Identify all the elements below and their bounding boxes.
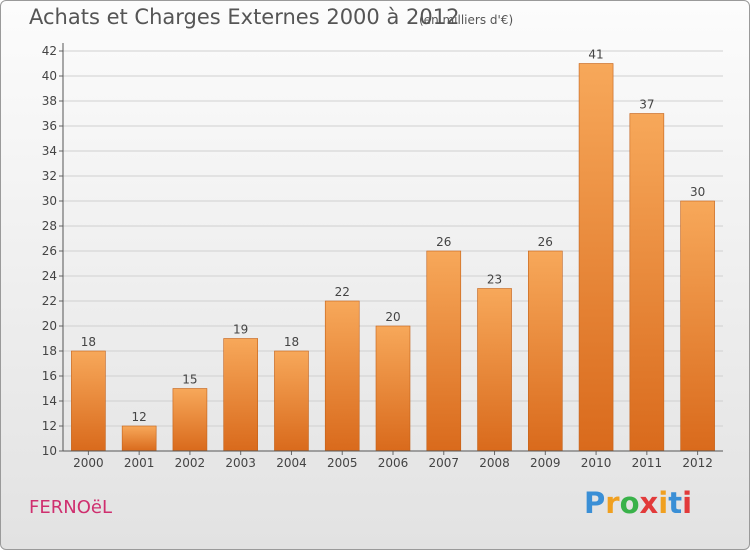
y-tick-label: 16 xyxy=(42,369,57,383)
logo-letter: o xyxy=(619,486,640,520)
data-label: 18 xyxy=(284,335,299,349)
x-tick-label: 2001 xyxy=(124,456,155,470)
y-tick-label: 12 xyxy=(42,419,57,433)
logo-letter: P xyxy=(584,486,606,520)
logo-letter: r xyxy=(605,486,620,520)
data-label: 18 xyxy=(81,335,96,349)
y-tick-label: 14 xyxy=(42,394,57,408)
data-label: 37 xyxy=(639,98,654,112)
bar xyxy=(528,250,563,452)
bar xyxy=(629,113,665,452)
x-tick-label: 2005 xyxy=(327,456,358,470)
bar xyxy=(172,388,208,452)
data-label: 20 xyxy=(385,310,400,324)
y-tick-label: 18 xyxy=(42,344,57,358)
bar xyxy=(324,300,360,452)
data-label: 19 xyxy=(233,323,248,337)
bars xyxy=(71,63,715,452)
chart-subtitle: (en milliers d'€) xyxy=(419,13,514,27)
bar xyxy=(426,250,462,452)
x-tick-label: 2007 xyxy=(428,456,459,470)
x-tick-label: 2006 xyxy=(378,456,409,470)
data-label: 41 xyxy=(588,48,603,62)
bar xyxy=(223,338,258,452)
y-tick-label: 24 xyxy=(42,269,57,283)
y-tick-label: 22 xyxy=(42,294,57,308)
bar xyxy=(578,63,614,452)
y-tick-label: 32 xyxy=(42,169,57,183)
logo-letter: i xyxy=(682,486,693,520)
logo-letter: t xyxy=(668,486,683,520)
y-tick-label: 34 xyxy=(42,144,57,158)
data-label: 30 xyxy=(690,185,705,199)
x-tick-label: 2002 xyxy=(175,456,206,470)
x-tick-label: 2004 xyxy=(276,456,307,470)
chart-title: Achats et Charges Externes 2000 à 2012 xyxy=(29,5,460,29)
x-tick-label: 2012 xyxy=(682,456,713,470)
bar xyxy=(121,425,157,452)
bar xyxy=(680,200,715,452)
bar xyxy=(477,288,512,452)
y-tick-label: 30 xyxy=(42,194,57,208)
axes xyxy=(59,43,723,455)
y-tick-label: 38 xyxy=(42,94,57,108)
data-label: 15 xyxy=(182,373,197,387)
logo-letter: i xyxy=(658,486,669,520)
bar xyxy=(71,350,106,452)
place-name: FERNOëL xyxy=(29,497,112,518)
y-tick-label: 28 xyxy=(42,219,57,233)
data-label: 26 xyxy=(538,235,553,249)
x-tick-label: 2010 xyxy=(581,456,612,470)
x-tick-label: 2011 xyxy=(632,456,663,470)
data-label: 23 xyxy=(487,273,502,287)
data-label: 26 xyxy=(436,235,451,249)
y-tick-label: 40 xyxy=(42,69,57,83)
bar xyxy=(375,325,411,452)
x-tick-label: 2000 xyxy=(73,456,104,470)
y-tick-label: 10 xyxy=(42,444,57,458)
x-tick-label: 2008 xyxy=(479,456,510,470)
bar xyxy=(274,350,309,452)
logo-letter: x xyxy=(639,486,659,520)
y-tick-label: 26 xyxy=(42,244,57,258)
y-tick-label: 20 xyxy=(42,319,57,333)
x-tick-label: 2003 xyxy=(225,456,256,470)
data-label: 12 xyxy=(132,410,147,424)
data-label: 22 xyxy=(335,285,350,299)
x-tick-label: 2009 xyxy=(530,456,561,470)
y-tick-label: 42 xyxy=(42,44,57,58)
proxiti-logo[interactable]: Proxiti xyxy=(584,486,692,520)
labels: 10 12 14 16 18 20 22 24 26 28 30 32 34 36 38 40 42 18 2000… xyxy=(42,44,713,470)
y-tick-label: 36 xyxy=(42,119,57,133)
